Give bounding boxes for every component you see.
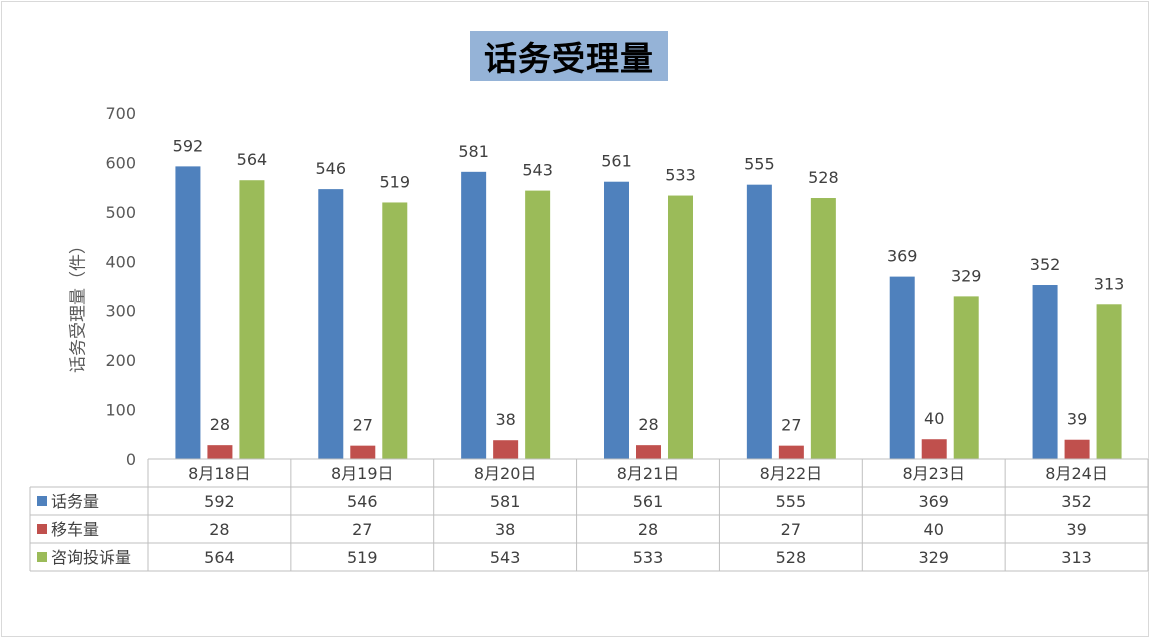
legend-label: 移车量: [51, 520, 99, 539]
table-cell: 543: [490, 548, 521, 567]
bar-data-label: 313: [1094, 274, 1125, 293]
bar: [525, 190, 551, 460]
table-cell: 519: [347, 548, 378, 567]
bar: [746, 184, 772, 459]
y-tick-label: 700: [105, 104, 136, 123]
table-cell: 28: [209, 520, 229, 539]
category-label: 8月23日: [902, 464, 965, 483]
table-cell: 38: [495, 520, 515, 539]
table-cell: 533: [633, 548, 664, 567]
y-tick-label: 0: [126, 450, 136, 469]
table-cell: 352: [1061, 492, 1092, 511]
table-cell: 39: [1066, 520, 1086, 539]
bar: [318, 189, 344, 459]
bar: [668, 195, 693, 459]
category-label: 8月18日: [188, 464, 251, 483]
bar: [239, 180, 265, 460]
table-cell: 40: [924, 520, 944, 539]
bar-data-label: 543: [522, 161, 553, 180]
bar-data-label: 555: [744, 155, 775, 174]
bar: [207, 445, 233, 459]
bar: [493, 440, 519, 459]
category-label: 8月20日: [474, 464, 537, 483]
bar: [921, 439, 947, 459]
category-label: 8月24日: [1045, 464, 1108, 483]
table-cell: 369: [918, 492, 949, 511]
bar: [1032, 285, 1058, 459]
bar-data-label: 528: [808, 168, 839, 187]
category-label: 8月22日: [760, 464, 823, 483]
bar: [382, 202, 408, 460]
bar-data-label: 592: [173, 136, 204, 155]
bar-data-label: 329: [951, 266, 982, 285]
bar-data-label: 581: [458, 142, 489, 161]
bar: [1064, 439, 1090, 459]
chart-title: 话务受理量: [484, 39, 654, 78]
y-tick-label: 400: [105, 252, 136, 271]
table-cell: 313: [1061, 548, 1092, 567]
y-tick-label: 500: [105, 203, 136, 222]
bar-data-label: 519: [380, 172, 411, 191]
legend-swatch: [37, 552, 47, 562]
bar: [604, 181, 629, 459]
table-cell: 564: [204, 548, 235, 567]
bar: [778, 445, 804, 459]
bar-data-label: 369: [887, 247, 918, 266]
table-cell: 561: [633, 492, 664, 511]
legend-swatch: [37, 496, 47, 506]
table-cell: 581: [490, 492, 521, 511]
bar-data-label: 352: [1030, 255, 1061, 274]
legend-swatch: [37, 524, 47, 534]
table-cell: 329: [918, 548, 949, 567]
table-cell: 592: [204, 492, 235, 511]
bar: [810, 198, 836, 459]
table-cell: 546: [347, 492, 378, 511]
legend-label: 话务量: [51, 492, 99, 511]
bar-data-label: 564: [237, 150, 268, 169]
bar: [175, 166, 201, 459]
chart-title-box: 话务受理量: [470, 31, 668, 81]
table-cell: 27: [781, 520, 801, 539]
bar: [1096, 304, 1122, 459]
table-cell: 27: [352, 520, 372, 539]
category-label: 8月21日: [617, 464, 680, 483]
bar-data-label: 38: [495, 410, 515, 429]
y-tick-label: 300: [105, 302, 136, 321]
legend-label: 咨询投诉量: [51, 548, 131, 567]
table-cell: 528: [776, 548, 807, 567]
bar: [953, 296, 979, 459]
bar-data-label: 27: [781, 416, 801, 435]
bar-data-label: 561: [601, 152, 632, 171]
bar: [350, 445, 376, 459]
bar-data-label: 28: [638, 415, 658, 434]
bar-data-label: 546: [316, 159, 347, 178]
y-tick-label: 600: [105, 153, 136, 172]
bar-data-label: 27: [353, 416, 373, 435]
bar-data-label: 40: [924, 409, 944, 428]
bar: [461, 171, 487, 459]
bar-data-label: 39: [1067, 410, 1087, 429]
y-tick-label: 200: [105, 351, 136, 370]
bar-data-label: 533: [665, 166, 696, 185]
bar: [636, 445, 661, 459]
table-cell: 555: [776, 492, 807, 511]
y-tick-label: 100: [105, 401, 136, 420]
table-cell: 28: [638, 520, 658, 539]
bar: [889, 276, 915, 459]
bar-data-label: 28: [210, 415, 230, 434]
category-label: 8月19日: [331, 464, 394, 483]
